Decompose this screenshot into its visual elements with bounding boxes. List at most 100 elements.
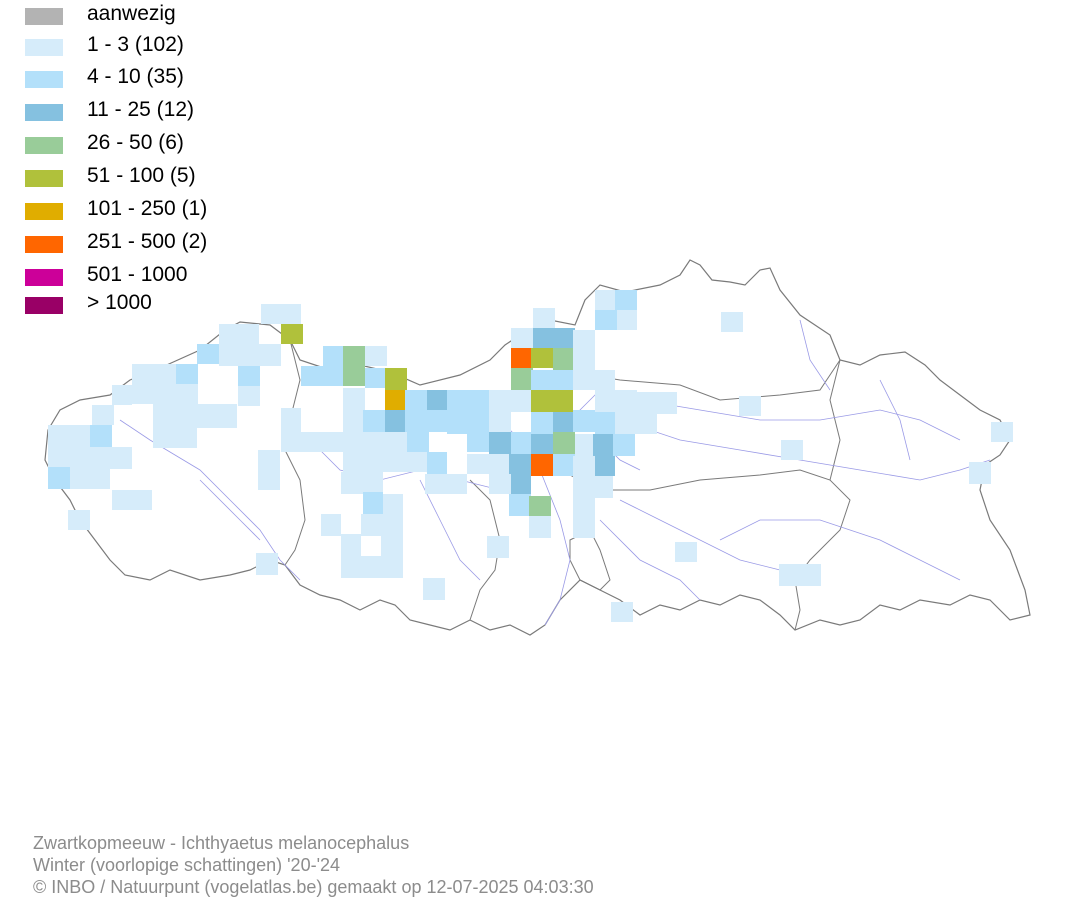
grid-cell: [489, 454, 511, 474]
grid-cell: [256, 553, 278, 575]
grid-cell: [721, 312, 743, 332]
grid-cell: [423, 578, 445, 600]
legend-swatch: [25, 71, 63, 88]
grid-cell: [385, 410, 407, 432]
grid-cell: [341, 472, 383, 494]
grid-cell: [341, 534, 361, 556]
grid-cell: [176, 364, 198, 384]
credit-line: © INBO / Natuurpunt (vogelatlas.be) gema…: [33, 877, 594, 897]
grid-cell: [573, 476, 613, 498]
grid-cell: [553, 412, 575, 434]
grid-cell: [595, 412, 615, 434]
grid-cell: [341, 556, 403, 578]
grid-cell: [531, 348, 553, 368]
grid-cell: [617, 310, 637, 330]
legend-label: 1 - 3 (102): [87, 33, 184, 56]
legend-label: 11 - 25 (12): [87, 98, 194, 121]
grid-cell: [48, 467, 70, 489]
grid-cell: [531, 434, 553, 454]
grid-cell: [363, 410, 385, 432]
legend-label: aanwezig: [87, 2, 176, 25]
grid-cell: [467, 432, 489, 452]
grid-cell: [969, 462, 991, 484]
grid-cell: [425, 474, 467, 494]
grid-cell: [489, 390, 511, 412]
grid-cell: [405, 390, 427, 410]
grid-cell: [595, 370, 615, 390]
legend-swatch: [25, 39, 63, 56]
grid-cell: [447, 390, 489, 434]
grid-cell: [48, 425, 90, 467]
grid-cell: [489, 410, 511, 432]
grid-cell: [361, 514, 403, 536]
grid-cell: [323, 346, 345, 368]
grid-cell: [219, 344, 281, 366]
legend-swatch: [25, 137, 63, 154]
grid-cell: [553, 432, 575, 454]
grid-cell: [427, 452, 447, 474]
grid-cell: [343, 346, 365, 386]
grid-cell: [511, 328, 533, 348]
province-border-west: [284, 339, 306, 566]
grid-cell: [405, 410, 447, 432]
grid-cell: [381, 536, 403, 558]
grid-cell: [531, 390, 573, 412]
grid-cell: [675, 542, 697, 562]
grid-cell: [575, 434, 595, 456]
grid-cell: [365, 368, 387, 388]
grid-cell: [176, 384, 198, 404]
grid-cell: [489, 474, 511, 494]
grid-cell: [531, 454, 553, 476]
season-period: Winter (voorlopige schattingen) '20-'24: [33, 855, 341, 875]
grid-cell: [365, 432, 407, 472]
grid-cell: [301, 366, 343, 386]
grid-cell: [261, 304, 301, 324]
grid-cell: [407, 432, 429, 452]
grid-cell: [92, 405, 114, 425]
distribution-cells: [48, 290, 1013, 622]
grid-cell: [343, 432, 365, 472]
grid-cell: [385, 368, 407, 390]
grid-cell: [573, 496, 595, 538]
grid-cell: [132, 364, 176, 404]
legend-label: 501 - 1000: [87, 263, 188, 286]
grid-cell: [613, 434, 635, 456]
species-name: Zwartkopmeeuw - Ichthyaetus melanocephal…: [33, 833, 410, 853]
legend-swatch: [25, 269, 63, 286]
grid-cell: [219, 324, 259, 344]
grid-cell: [70, 467, 110, 489]
province-border-limburg: [829, 359, 841, 481]
grid-cell: [68, 510, 90, 530]
flanders-outline: [44, 259, 1031, 636]
legend-label: 51 - 100 (5): [87, 164, 196, 187]
grid-cell: [991, 422, 1013, 442]
grid-cell: [533, 308, 555, 328]
grid-cell: [595, 390, 637, 412]
grid-cell: [531, 370, 573, 390]
grid-cell: [511, 348, 533, 368]
grid-cell: [281, 324, 303, 344]
grid-cell: [281, 432, 343, 452]
grid-cell: [365, 346, 387, 366]
grid-cell: [573, 456, 595, 476]
grid-cell: [112, 385, 132, 405]
grid-cell: [595, 310, 617, 330]
grid-cell: [531, 412, 553, 434]
grid-cell: [258, 450, 280, 490]
grid-cell: [197, 404, 237, 428]
legend-swatch: [25, 236, 63, 253]
legend-swatch: [25, 203, 63, 220]
grid-cell: [385, 390, 407, 410]
grid-cell: [489, 432, 511, 454]
grid-cell: [238, 366, 260, 386]
grid-cell: [511, 390, 531, 412]
grid-cell: [343, 388, 365, 432]
legend: aanwezig 1 - 3 (102) 4 - 10 (35) 11 - 25…: [25, 0, 285, 320]
grid-cell: [509, 494, 531, 516]
grid-cell: [531, 328, 575, 348]
grid-cell: [593, 434, 615, 476]
grid-cell: [511, 368, 533, 390]
grid-cell: [467, 454, 489, 474]
legend-label: 26 - 50 (6): [87, 131, 184, 154]
